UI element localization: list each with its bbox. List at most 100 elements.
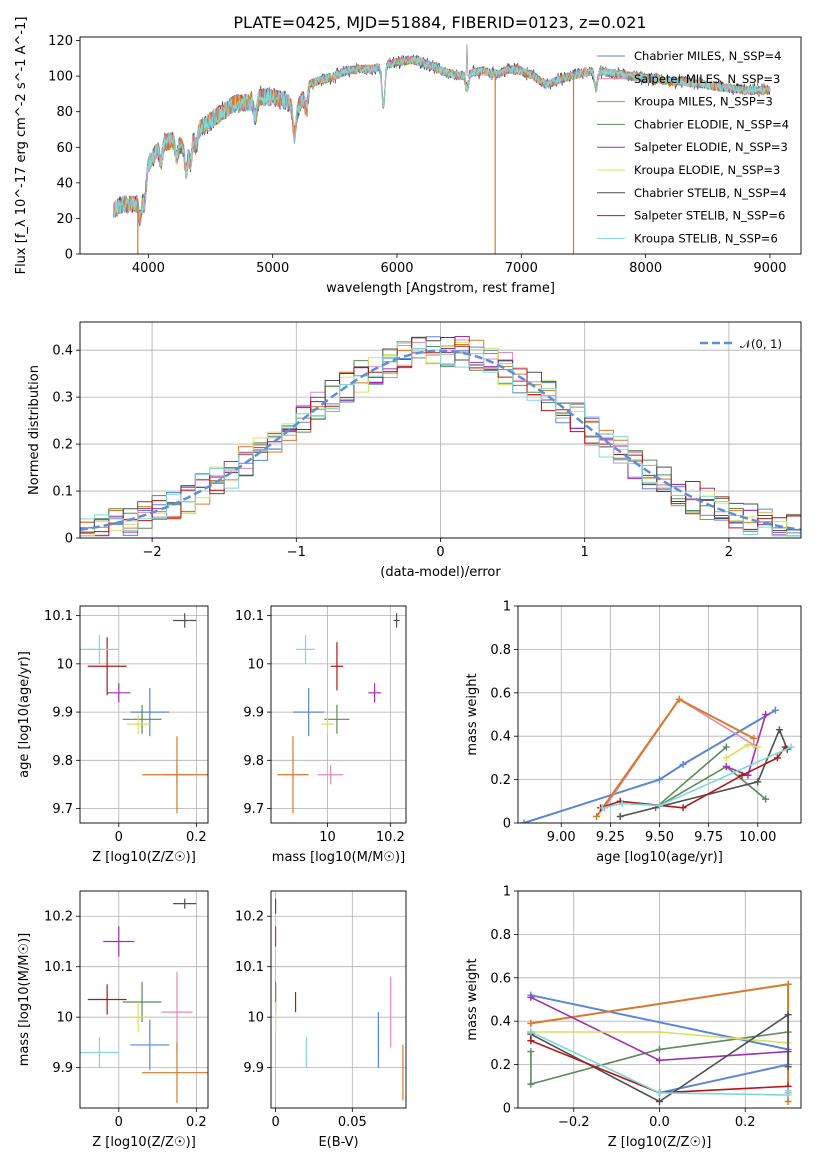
weight-marker [722,763,730,771]
y-axis-label: age [log10(age/yr)] [17,651,32,778]
x-axis-label: Z [log10(Z/Z☉)] [608,1135,712,1150]
plot-area [113,44,771,254]
x-tick-label: 0.2 [186,830,207,845]
weight-marker [722,743,730,751]
plot-area [80,898,208,1103]
mass-vs-metallicity-panel: 0 0.2 9.9 10 10.1 10.2 Z [log10(Z/Z☉)] mass [lo… [17,890,209,1150]
weight-marker [656,1097,663,1105]
weight-marker [527,1037,535,1045]
axes-frame [517,890,802,1109]
axes-frame [79,890,209,1109]
y-tick-label: 9.8 [243,754,264,769]
weight-vs-age-panel: 9.00 9.25 9.50 9.75 10.00 0 0.2 0.4 0.6 0.8 1 age [… [465,600,802,865]
x-tick-label: 9000 [753,261,786,276]
x-tick-label: −0.2 [558,1115,590,1130]
weight-marker [784,1097,792,1105]
y-tick-label: 0.4 [52,344,73,359]
axes-frame [79,321,802,539]
y-axis-label: mass weight [465,673,480,755]
y-tick-label: 0 [65,532,73,547]
weight-marker [775,726,783,734]
y-tick-label: 60 [56,141,73,156]
weight-marker [593,812,601,820]
weight-marker [784,1087,792,1095]
legend-label: Salpeter ELODIE, N_SSP=3 [634,140,788,154]
spectrum-line [113,56,771,222]
x-tick-label: 9.50 [645,830,674,845]
y-tick-label: 0 [503,817,511,832]
legend-label: 𝒩(0, 1) [740,337,782,351]
legend-label: Salpeter MILES, N_SSP=3 [634,72,780,86]
x-tick-label: 9.25 [596,830,625,845]
weight-line [602,746,792,809]
spectrum-line [113,55,771,219]
x-axis-label: mass [log10(M/M☉)] [272,850,405,865]
weight-marker [656,776,663,784]
legend-label: Salpeter STELIB, N_SSP=6 [634,209,785,223]
y-tick-label: 0 [503,1102,511,1117]
axes-frame [517,605,802,824]
y-axis-label: mass [log10(M/M☉)] [17,933,32,1066]
plot-area [80,336,801,537]
weight-marker [527,1028,535,1036]
y-tick-label: 9.9 [243,706,264,721]
y-tick-label: 10.2 [44,910,73,925]
y-tick-label: 0.6 [490,971,511,986]
weight-marker [762,711,770,718]
x-tick-label: 0 [115,1115,123,1130]
y-tick-label: 0.2 [490,773,511,788]
weight-line [530,1013,789,1103]
y-tick-label: 10.1 [235,960,264,975]
age-vs-mass-panel: 10 10.2 9.7 9.8 9.9 10 10.1 mass [log10(M/M☉)] [235,605,407,865]
x-tick-label: 9.75 [694,830,723,845]
x-tick-label: −1 [287,545,306,560]
y-tick-label: 0.1 [52,485,73,500]
weight-line [600,746,786,809]
y-tick-label: 1 [503,885,511,900]
axes-frame [270,605,407,824]
y-tick-label: 9.8 [52,754,73,769]
legend-label: Chabrier STELIB, N_SSP=4 [634,186,786,200]
weight-marker [527,1048,535,1056]
x-tick-label: 6000 [380,261,413,276]
weight-marker [784,1011,792,1019]
y-tick-label: 10.2 [235,910,264,925]
y-tick-label: 100 [48,70,73,85]
plot-area [275,898,404,1101]
axes-frame [79,605,209,824]
x-tick-label: 0 [115,830,123,845]
weight-marker [773,754,781,762]
weight-marker [679,760,687,768]
y-tick-label: 10.1 [44,609,73,624]
weight-marker [656,1045,663,1053]
histogram-step [80,340,801,537]
y-tick-label: 0.8 [490,928,511,943]
weight-line [655,746,767,809]
weight-marker [675,695,683,703]
x-tick-label: 5000 [256,261,289,276]
y-tick-label: 9.7 [243,802,264,817]
weight-marker [527,1019,535,1027]
weight-marker [750,734,758,742]
y-tick-label: 80 [56,105,73,120]
x-axis-label: (data-model)/error [380,565,501,580]
weight-marker [771,706,779,714]
y-tick-label: 10 [247,1011,264,1026]
weight-marker [762,795,770,803]
plot-area [80,613,208,814]
x-tick-label: 0.2 [735,1115,756,1130]
y-axis-label: mass weight [465,958,480,1040]
weight-marker [787,743,795,751]
legend-label: Kroupa MILES, N_SSP=3 [634,95,773,109]
y-tick-label: 9.9 [52,1061,73,1076]
y-tick-label: 0 [65,248,73,263]
weight-marker [722,754,730,762]
weight-marker [618,799,626,807]
mass-vs-reddening-panel: 0 0.05 9.9 10 10.1 10.2 E(B-V) [235,890,407,1150]
legend-label: Chabrier ELODIE, N_SSP=4 [634,117,789,131]
weight-marker [656,1028,663,1036]
x-tick-label: 8000 [629,261,662,276]
histogram-step [80,339,801,537]
spectrum-panel: 4000 5000 6000 7000 8000 9000 0 20 40 60 80 100 120 w… [14,17,802,296]
y-tick-label: 9.7 [52,802,73,817]
